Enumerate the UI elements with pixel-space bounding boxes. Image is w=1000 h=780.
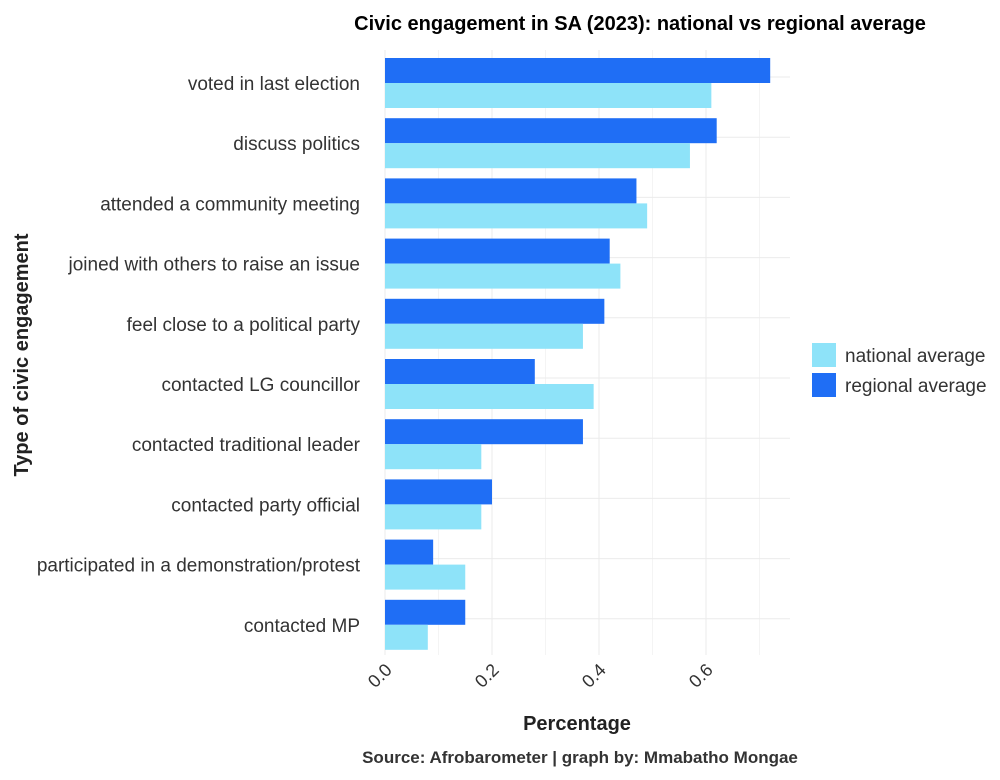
bar bbox=[385, 118, 717, 144]
category-label: discuss politics bbox=[233, 134, 360, 155]
chart-title: Civic engagement in SA (2023): national … bbox=[354, 13, 926, 35]
bar bbox=[385, 83, 712, 108]
bar bbox=[385, 624, 428, 650]
bar bbox=[385, 419, 583, 445]
bar bbox=[385, 599, 466, 625]
bar bbox=[385, 58, 771, 83]
bar bbox=[385, 203, 648, 229]
bar bbox=[385, 143, 690, 169]
category-label: feel close to a political party bbox=[127, 315, 361, 336]
x-tick-labels: 0.0 0.2 0.4 0.6 bbox=[364, 660, 717, 692]
x-tick-label: 0.6 bbox=[685, 660, 717, 692]
category-labels: voted in last election discuss politics at… bbox=[37, 74, 361, 637]
category-label: voted in last election bbox=[188, 74, 360, 95]
legend-swatch bbox=[812, 373, 836, 397]
category-label: attended a community meeting bbox=[100, 194, 360, 215]
bar bbox=[385, 444, 482, 470]
bar bbox=[385, 298, 605, 324]
legend-label: regional average bbox=[845, 376, 987, 397]
bars bbox=[385, 58, 771, 650]
bar bbox=[385, 479, 492, 505]
x-axis-title: Percentage bbox=[523, 713, 631, 735]
category-label: contacted MP bbox=[244, 616, 360, 637]
category-label: participated in a demonstration/protest bbox=[37, 556, 361, 577]
bar bbox=[385, 323, 583, 349]
bar bbox=[385, 504, 482, 530]
x-tick-label: 0.0 bbox=[364, 660, 396, 692]
bar bbox=[385, 238, 610, 264]
bar bbox=[385, 263, 621, 289]
legend-swatch bbox=[812, 343, 836, 367]
category-label: contacted party official bbox=[171, 495, 360, 516]
x-tick-label: 0.2 bbox=[471, 660, 503, 692]
bar bbox=[385, 539, 434, 565]
bar bbox=[385, 178, 637, 204]
legend: national average regional average bbox=[812, 343, 987, 397]
legend-label: national average bbox=[845, 346, 986, 367]
x-tick-label: 0.4 bbox=[578, 660, 610, 692]
category-label: contacted traditional leader bbox=[132, 435, 361, 456]
chart-caption: Source: Afrobarometer | graph by: Mmabat… bbox=[362, 748, 798, 767]
bar bbox=[385, 384, 594, 409]
category-label: contacted LG councillor bbox=[161, 375, 360, 396]
bar bbox=[385, 564, 466, 590]
category-label: joined with others to raise an issue bbox=[68, 255, 361, 276]
bar bbox=[385, 359, 535, 384]
y-axis-title: Type of civic engagement bbox=[11, 233, 33, 476]
